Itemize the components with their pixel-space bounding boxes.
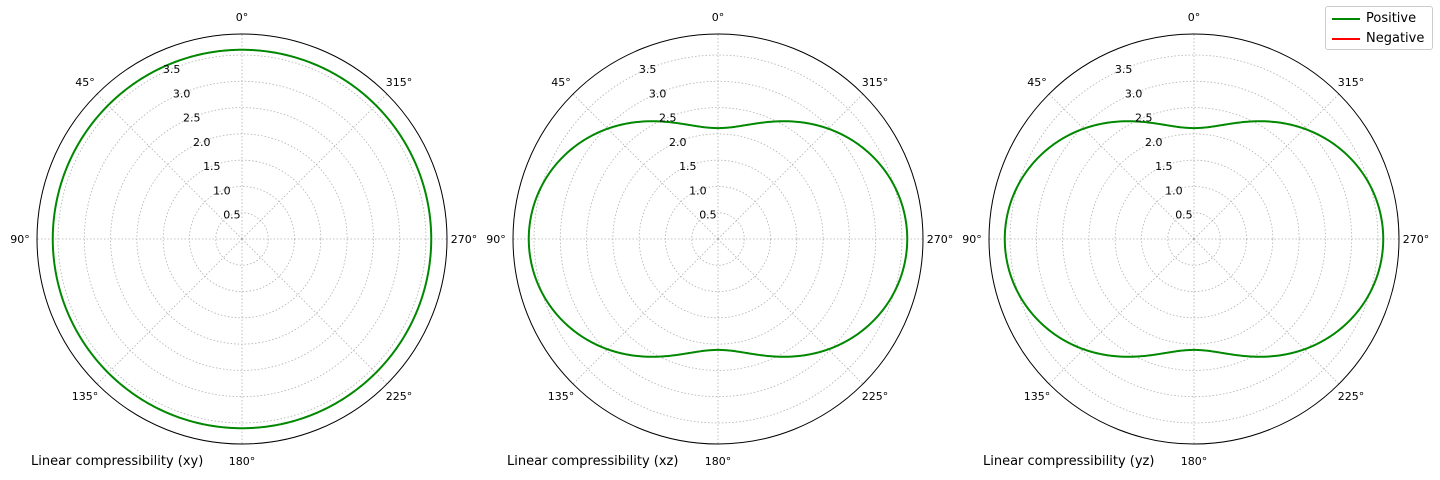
radial-tick-label: 1.5: [1155, 160, 1173, 173]
radial-tick-label: 3.5: [163, 63, 181, 76]
legend-label-positive: Positive: [1366, 11, 1417, 26]
radial-tick-label: 3.0: [1125, 87, 1143, 100]
angular-gridline: [241, 238, 388, 385]
radial-tick-label: 1.0: [213, 184, 231, 197]
theta-tick-label: 0°: [712, 11, 725, 24]
theta-tick-label: 90°: [486, 233, 506, 246]
radial-tick-label: 2.0: [1145, 136, 1163, 149]
theta-tick-label: 135°: [548, 390, 575, 403]
polar-chart-1: 0° 45° 90° 135° 180° 225° 270° 315° 0.5 1.0 1.5 2.0…: [10, 11, 477, 469]
radial-tick-label: 1.0: [689, 184, 707, 197]
theta-tick-label: 90°: [10, 233, 30, 246]
chart-title: Linear compressibility (yz): [983, 454, 1154, 469]
angular-gridline: [717, 93, 864, 240]
legend-swatch-positive: [1332, 18, 1360, 20]
radial-gridline: [691, 212, 745, 266]
radial-tick-label: 0.5: [1175, 209, 1193, 222]
theta-tick-label: 0°: [1188, 11, 1201, 24]
angular-gridline: [241, 93, 388, 240]
polar-frame: [512, 33, 924, 445]
theta-tick-label: 180°: [705, 455, 732, 468]
radial-tick-label: 3.0: [173, 87, 191, 100]
theta-tick-label: 45°: [1027, 76, 1047, 89]
radial-tick-label: 2.5: [183, 112, 201, 125]
radial-tick-label: 3.5: [1115, 63, 1133, 76]
theta-tick-label: 270°: [1403, 233, 1430, 246]
radial-gridline: [638, 159, 798, 319]
radial-gridline: [533, 54, 903, 424]
angular-gridline: [717, 238, 864, 385]
theta-tick-label: 180°: [1181, 455, 1208, 468]
radial-gridline: [1009, 54, 1379, 424]
radial-tick-label: 1.0: [1165, 184, 1183, 197]
radial-tick-label: 3.5: [639, 63, 657, 76]
theta-tick-label: 45°: [75, 76, 95, 89]
radial-gridline: [1114, 159, 1274, 319]
theta-tick-label: 90°: [962, 233, 982, 246]
radial-tick-label: 2.0: [669, 136, 687, 149]
angular-gridline: [1193, 93, 1340, 240]
theta-tick-label: 0°: [236, 11, 249, 24]
theta-tick-label: 225°: [386, 390, 413, 403]
radial-tick-label: 0.5: [223, 209, 241, 222]
radial-gridline: [110, 107, 374, 371]
polar-frame: [988, 33, 1400, 445]
radial-tick-label: 2.0: [193, 136, 211, 149]
radial-tick-label: 0.5: [699, 209, 717, 222]
polar-chart-2: 0° 45° 90° 135° 180° 225° 270° 315° 0.5 1.0 1.5 2.0…: [486, 11, 953, 469]
theta-tick-label: 225°: [862, 390, 889, 403]
theta-tick-label: 315°: [386, 76, 413, 89]
polar-chart-3: 0° 45° 90° 135° 180° 225° 270° 315° 0.5 1.0 1.5 2.0…: [962, 11, 1429, 469]
theta-tick-label: 135°: [1024, 390, 1051, 403]
angular-gridline: [572, 93, 719, 240]
angular-gridline: [1048, 93, 1195, 240]
radial-tick-label: 1.5: [203, 160, 221, 173]
angular-gridline: [96, 238, 243, 385]
theta-tick-label: 315°: [1338, 76, 1365, 89]
radial-gridline: [162, 159, 322, 319]
series-line-positive: [51, 48, 433, 430]
theta-tick-label: 225°: [1338, 390, 1365, 403]
radial-tick-label: 1.5: [679, 160, 697, 173]
angular-gridline: [96, 93, 243, 240]
series-line-positive: [1003, 120, 1385, 358]
theta-tick-label: 180°: [229, 455, 256, 468]
theta-tick-label: 315°: [862, 76, 889, 89]
theta-tick-label: 135°: [72, 390, 99, 403]
angular-gridline: [1193, 238, 1340, 385]
radial-gridline: [1062, 107, 1326, 371]
radial-tick-label: 2.5: [1135, 112, 1153, 125]
radial-tick-label: 2.5: [659, 112, 677, 125]
radial-gridline: [586, 107, 850, 371]
radial-gridline: [57, 54, 427, 424]
radial-gridline: [1167, 212, 1221, 266]
angular-gridline: [1048, 238, 1195, 385]
chart-title: Linear compressibility (xz): [507, 454, 678, 469]
legend: Positive Negative: [1325, 6, 1433, 50]
angular-gridline: [572, 238, 719, 385]
theta-tick-label: 270°: [451, 233, 478, 246]
radial-tick-label: 3.0: [649, 87, 667, 100]
chart-title: Linear compressibility (xy): [31, 454, 203, 469]
series-line-positive: [527, 120, 909, 358]
theta-tick-label: 270°: [927, 233, 954, 246]
radial-gridline: [215, 212, 269, 266]
polar-frame: [36, 33, 448, 445]
theta-tick-label: 45°: [551, 76, 571, 89]
legend-swatch-negative: [1332, 38, 1360, 40]
legend-label-negative: Negative: [1366, 31, 1425, 46]
